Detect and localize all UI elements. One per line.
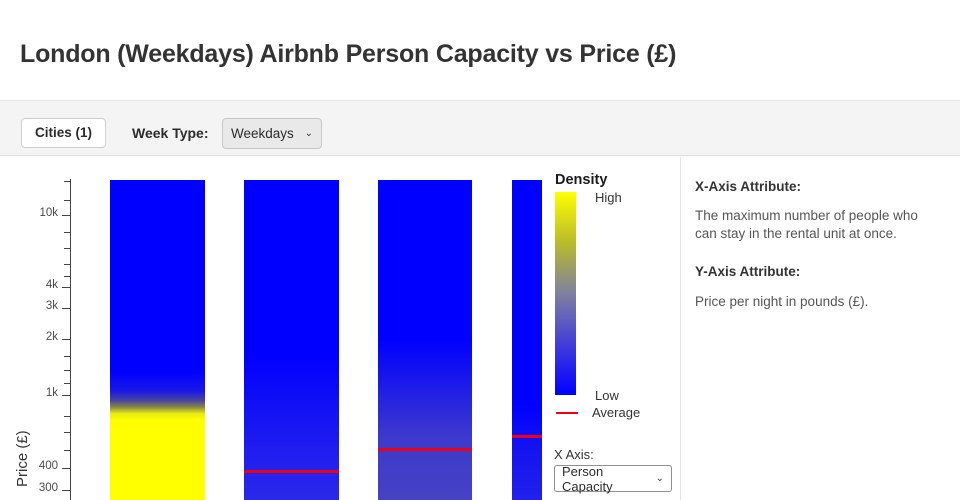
- y-axis-tick-label-wrap: 10k: [0, 207, 58, 219]
- legend-low-label: Low: [595, 388, 619, 403]
- x-axis-attribute-description: The maximum number of people who can sta…: [695, 208, 918, 242]
- y-axis-tick-label: 10k: [39, 207, 58, 219]
- average-price-line: [378, 448, 472, 451]
- density-legend-panel: Density High Low Average X Axis: Person …: [542, 162, 680, 500]
- legend-title: Density: [555, 172, 608, 188]
- x-axis-select-value: Person Capacity: [562, 463, 613, 494]
- y-axis-tick-label: 1k: [45, 387, 58, 399]
- y-axis-minor-tick: [64, 432, 71, 433]
- chevron-down-icon: ⌄: [304, 128, 313, 139]
- toolbar: [0, 101, 960, 156]
- average-price-line: [244, 470, 339, 473]
- y-axis-minor-tick: [64, 181, 71, 182]
- y-axis-tick-label: 3k: [45, 300, 58, 312]
- y-axis-tick-label-wrap: 1k: [0, 387, 58, 399]
- y-axis-attribute-heading: Y-Axis Attribute:: [695, 264, 801, 279]
- y-axis-title: Price (£): [14, 430, 31, 487]
- x-axis-attribute-heading: X-Axis Attribute:: [695, 179, 802, 194]
- y-axis-tick: [62, 215, 71, 216]
- attribute-info-panel: X-Axis Attribute: The maximum number of …: [695, 157, 945, 500]
- y-axis-tick: [62, 339, 71, 340]
- y-axis-minor-tick: [64, 264, 71, 265]
- y-axis-minor-tick: [64, 416, 71, 417]
- y-axis-tick-label-wrap: 3k: [0, 300, 58, 312]
- y-axis-minor-tick: [64, 383, 71, 384]
- week-type-value: Weekdays: [231, 126, 294, 141]
- page-header: London (Weekdays) Airbnb Person Capacity…: [0, 0, 960, 101]
- y-axis-minor-tick: [64, 450, 71, 451]
- legend-average-label: Average: [592, 405, 641, 420]
- y-axis-tick-label: 300: [38, 482, 58, 494]
- page-title: London (Weekdays) Airbnb Person Capacity…: [20, 40, 677, 68]
- violin-column[interactable]: [244, 180, 339, 500]
- y-axis-attribute-description: Price per night in pounds (£).: [695, 294, 869, 309]
- y-axis-tick: [62, 490, 71, 491]
- density-gradient-bar: [555, 192, 576, 395]
- y-axis-minor-tick: [64, 200, 71, 201]
- y-axis-tick: [62, 468, 71, 469]
- y-axis-tick: [62, 395, 71, 396]
- chevron-down-icon: ⌄: [655, 473, 664, 484]
- chart-canvas: Price (£) 10k 4k 3k 2k 1k 400 300: [0, 157, 960, 500]
- y-axis-tick-label-wrap: 400: [0, 460, 58, 472]
- y-axis-tick-label-wrap: 4k: [0, 279, 58, 291]
- violin-column[interactable]: [110, 180, 205, 500]
- x-axis-select-label: X Axis:: [554, 447, 594, 462]
- y-axis-tick: [62, 308, 71, 309]
- y-axis-minor-tick: [64, 232, 71, 233]
- x-axis-select[interactable]: Person Capacity ⌄: [554, 463, 672, 494]
- cities-button[interactable]: Cities (1): [21, 118, 107, 148]
- y-axis-minor-tick: [64, 276, 71, 277]
- panel-divider: [680, 157, 681, 500]
- y-axis-tick-label: 4k: [45, 279, 58, 291]
- y-axis-tick-label-wrap: 300: [0, 482, 58, 494]
- legend-high-label: High: [595, 190, 622, 205]
- violin-column[interactable]: [378, 180, 472, 500]
- y-axis-tick-label: 400: [38, 460, 58, 472]
- week-type-select[interactable]: Weekdays ⌄: [222, 118, 322, 149]
- week-type-label: Week Type:: [132, 125, 209, 141]
- y-axis-tick: [62, 287, 71, 288]
- y-axis-minor-tick: [64, 356, 71, 357]
- y-axis-tick-label-wrap: 2k: [0, 331, 58, 343]
- y-axis-tick-label: 2k: [45, 331, 58, 343]
- y-axis-minor-tick: [64, 248, 71, 249]
- average-line-swatch: [556, 412, 578, 414]
- y-axis-minor-tick: [64, 370, 71, 371]
